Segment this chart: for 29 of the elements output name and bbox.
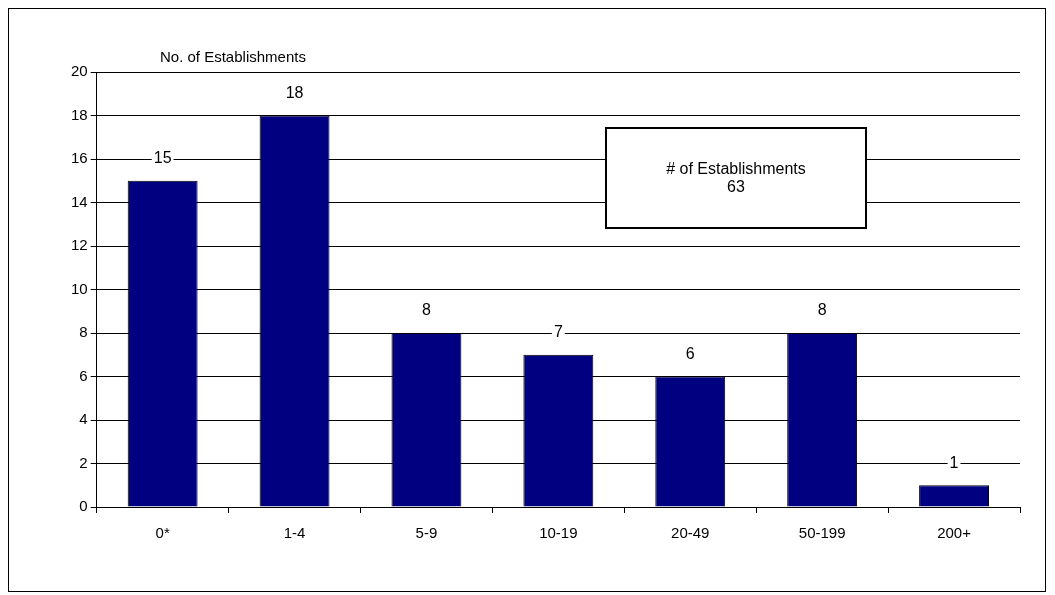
y-tick-label: 14 bbox=[71, 192, 88, 210]
y-tick-label: 16 bbox=[71, 149, 88, 167]
x-tick-label: 20-49 bbox=[671, 524, 710, 542]
y-tick-label: 20 bbox=[71, 62, 88, 80]
y-tick-label: 10 bbox=[71, 279, 88, 297]
x-tick-label: 0* bbox=[155, 524, 170, 542]
data-label: 8 bbox=[421, 301, 431, 319]
data-label: 15 bbox=[153, 149, 172, 167]
y-axis-title: No. of Establishments bbox=[160, 48, 306, 65]
x-tick-label: 200+ bbox=[937, 524, 972, 542]
x-tick-label: 10-19 bbox=[539, 524, 578, 542]
x-tick-label: 50-199 bbox=[798, 524, 846, 542]
data-label: 18 bbox=[285, 83, 304, 101]
data-label: 1 bbox=[949, 453, 959, 471]
annotation: # of Establishments bbox=[665, 160, 807, 178]
x-tick-label: 1-4 bbox=[283, 524, 306, 542]
y-tick-label: 6 bbox=[79, 366, 88, 384]
text-box: # of Establishments 63 bbox=[605, 127, 867, 229]
data-label: 7 bbox=[553, 323, 563, 341]
y-tick-label: 8 bbox=[79, 323, 88, 341]
data-label: 8 bbox=[817, 301, 827, 319]
data-label: 6 bbox=[685, 344, 695, 362]
annotation: 63 bbox=[726, 178, 746, 196]
y-tick-label: 12 bbox=[71, 236, 88, 254]
y-tick-label: 0 bbox=[79, 497, 88, 515]
x-tick-label: 5-9 bbox=[415, 524, 438, 542]
y-tick-label: 2 bbox=[79, 453, 88, 471]
y-tick-label: 4 bbox=[79, 410, 88, 428]
y-tick-label: 18 bbox=[71, 105, 88, 123]
